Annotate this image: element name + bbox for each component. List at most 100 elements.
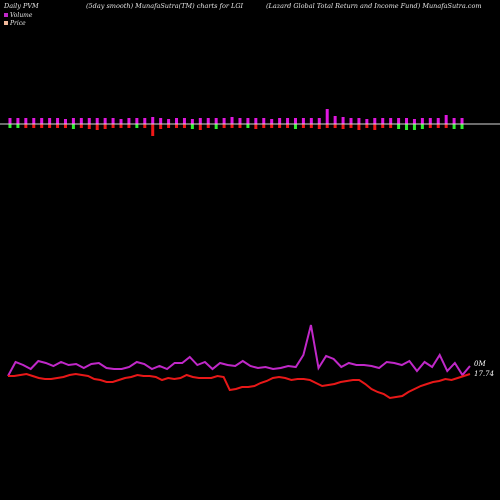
pvm-bar-down [87,124,91,129]
pvm-bar-down [40,124,44,128]
pvm-bar-down [190,124,194,129]
pvm-bar-up [373,118,377,124]
pvm-bar-up [79,118,83,124]
pvm-bar-up [420,118,424,124]
pvm-bar-down [24,124,28,128]
pvm-bar-up [119,119,123,124]
header-middle: (5day smooth) MunafaSutra(TM) charts for… [86,2,244,10]
pvm-bar-down [293,124,297,129]
pvm-bar-down [286,124,290,128]
pvm-bar-up [63,119,67,124]
pvm-bar-up [317,118,321,124]
pvm-bar-up [325,109,329,124]
pvm-bar-down [341,124,345,129]
pvm-bar-up [230,117,234,124]
pvm-bar-down [159,124,163,129]
pvm-bar-down [71,124,75,129]
pvm-bar-down [8,124,12,128]
legend-price-swatch [4,21,8,25]
pvm-bar-up [412,119,416,124]
pvm-bar-up [214,118,218,124]
pvm-bar-up [24,118,28,124]
pvm-bar-down [412,124,416,130]
pvm-bar-down [63,124,67,128]
pvm-bar-up [278,118,282,124]
pvm-bar-up [103,118,107,124]
pvm-bar-down [238,124,242,128]
pvm-bar-down [301,124,305,128]
pvm-bar-down [230,124,234,128]
pvm-bar-down [48,124,52,128]
pvm-bar-down [357,124,361,130]
pvm-bar-up [222,118,226,124]
pvm-bar-down [436,124,440,128]
pvm-bar-up [127,118,131,124]
pvm-bar-down [270,124,274,128]
pvm-bar-down [111,124,115,128]
pvm-bar-down [119,124,123,128]
pvm-bar-down [428,124,432,128]
pvm-bar-up [349,118,353,124]
pvm-bar-up [293,118,297,124]
pvm-bar-up [143,118,147,124]
pvm-bar-up [405,118,409,124]
pvm-bar-down [182,124,186,128]
pvm-bar-up [246,118,250,124]
pvm-bar-up [48,118,52,124]
pvm-bar-up [357,118,361,124]
volume-end-label: 0M [474,360,486,368]
pvm-bar-up [95,118,99,124]
pvm-bar-down [32,124,36,128]
pvm-bar-down [175,124,179,128]
pvm-bar-up [381,118,385,124]
pvm-bar-down [151,124,155,136]
pvm-bar-down [206,124,210,128]
pvm-bar-up [16,118,20,124]
pvm-bar-down [246,124,250,128]
pvm-bar-down [405,124,409,130]
pvm-bar-up [32,118,36,124]
pvm-bar-down [397,124,401,129]
pvm-bar-down [333,124,337,128]
pvm-bar-up [254,118,258,124]
pvm-bar-down [349,124,353,128]
pvm-bar-up [198,118,202,124]
header-left: Daily PVM [3,2,39,10]
pvm-bar-down [143,124,147,128]
pvm-bar-down [167,124,171,128]
pvm-bar-up [182,118,186,124]
price-end-label: 17.74 [474,370,494,378]
pvm-bar-down [381,124,385,128]
pvm-bar-down [452,124,456,129]
pvm-bar-down [79,124,83,128]
pvm-bar-up [309,118,313,124]
pvm-bar-down [309,124,313,128]
pvm-bar-up [206,118,210,124]
pvm-bar-up [286,118,290,124]
pvm-bar-down [254,124,258,129]
pvm-bar-up [190,119,194,124]
pvm-bar-up [40,118,44,124]
pvm-bar-up [56,118,60,124]
pvm-bar-up [87,118,91,124]
pvm-bar-up [167,119,171,124]
pvm-bar-down [198,124,202,130]
pvm-bar-down [222,124,226,128]
pvm-bar-up [135,118,139,124]
pvm-bar-up [175,118,179,124]
pvm-bar-down [56,124,60,128]
pvm-bar-down [317,124,321,129]
pvm-bar-up [436,118,440,124]
volume-line [7,324,471,377]
pvm-bar-down [214,124,218,129]
price-line [8,372,471,400]
pvm-bar-down [420,124,424,129]
pvm-bar-up [397,118,401,124]
pvm-bar-up [452,118,456,124]
pvm-bar-down [95,124,99,130]
pvm-bar-up [270,119,274,124]
pvm-bar-down [444,124,448,128]
pvm-bar-down [135,124,139,128]
